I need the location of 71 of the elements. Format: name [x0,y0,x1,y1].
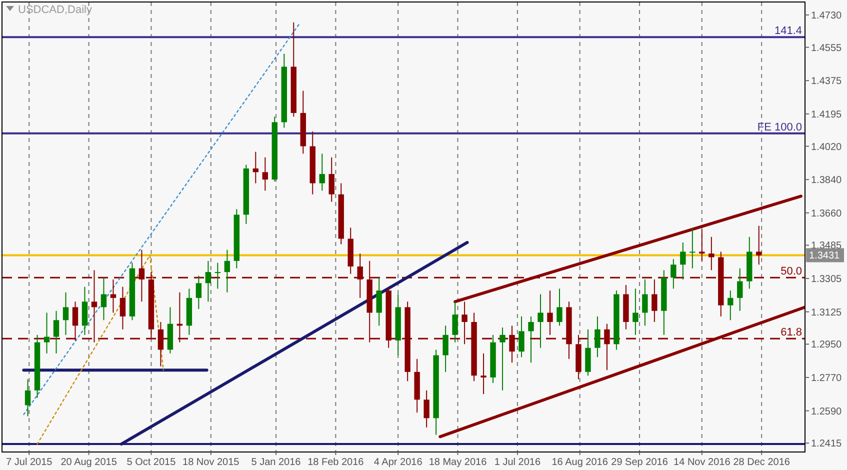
candlestick [100,277,107,321]
candlestick [44,312,50,354]
candlestick [424,390,430,428]
x-tick-label: 1 Jul 2016 [494,457,541,468]
y-tick-label: 1.3125 [811,307,842,318]
candlestick [224,249,230,293]
y-tick-label: 1.4020 [811,142,842,153]
candlestick [452,301,458,343]
annotation: 50.0 [780,266,802,278]
y-tick-label: 1.4375 [811,76,842,88]
candlestick [110,278,116,314]
annotation: FE 100.0 [757,121,802,134]
candlestick [214,262,221,290]
candlestick [62,292,69,336]
candlestick [480,352,486,395]
x-tick-label: 18 Feb 2016 [308,457,364,468]
x-tick-label: 5 Oct 2015 [126,457,176,468]
x-tick-label: 20 Aug 2015 [60,457,118,468]
candlestick [500,327,506,391]
candlestick [24,378,31,417]
candlestick [728,290,734,321]
y-tick-label: 1.3485 [811,240,842,252]
y-tick-label: 1.3305 [811,274,842,286]
candlestick [556,288,562,326]
candlestick [518,316,524,358]
candlestick [120,286,126,330]
candlestick [642,278,648,326]
y-tick-label: 1.2950 [811,340,842,351]
candlestick [690,227,696,269]
candlestick [680,242,686,280]
x-tick-label: 4 Apr 2016 [374,457,423,468]
x-tick-label: 28 Dec 2016 [733,457,790,468]
candlestick [652,278,658,322]
candlestick [53,310,60,354]
candlestick [670,258,676,290]
candlestick [442,325,448,372]
annotation: 61.8 [780,326,802,339]
x-tick-label: 18 Nov 2015 [182,457,240,468]
candlestick [252,151,258,184]
y-tick-label: 1.4555 [811,42,842,54]
candlestick [632,288,638,336]
candlestick [594,316,600,358]
y-tick-label: 1.2590 [811,406,842,418]
candlestick [196,275,202,310]
x-tick-label: 18 May 2016 [428,457,488,468]
x-tick-label: 16 Aug 2016 [552,457,608,468]
candlestick [756,225,762,266]
annotation: 141.4 [774,25,802,38]
y-tick-label: 1.2415 [811,438,842,450]
chart-title: USDCAD,Daily [18,4,92,16]
y-tick-label: 1.4195 [811,109,842,120]
candlestick [737,268,743,312]
candlestick [708,236,714,271]
x-tick-label: 7 Jul 2015 [6,457,53,468]
y-tick-label: 1.3660 [811,208,842,220]
candlestick [699,228,705,262]
y-tick-label: 1.3840 [811,175,842,186]
y-tick-label: 1.4730 [811,10,842,22]
y-tick-label: 1.2770 [811,372,842,384]
candlestick [547,290,553,336]
annotation: 1.3431 [809,250,840,262]
x-tick-label: 14 Nov 2016 [674,457,731,468]
candlestick [528,316,534,364]
candlestick [262,156,268,192]
candlestick [328,156,334,202]
candlestick [205,260,212,302]
x-tick-label: 29 Sep 2016 [611,457,668,468]
candlestick [538,294,544,348]
candlestick [319,153,325,192]
x-tick-label: 5 Jan 2016 [251,457,302,468]
candlestick [376,277,382,326]
